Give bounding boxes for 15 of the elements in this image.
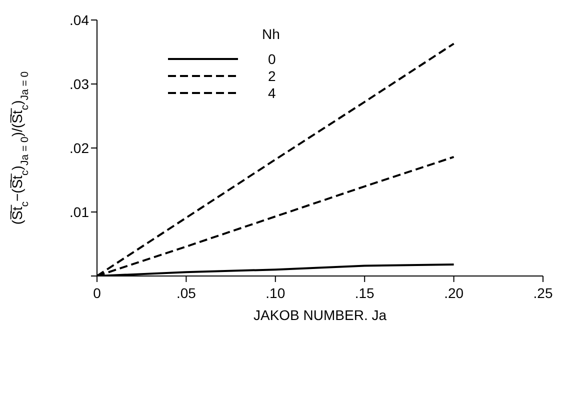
legend-label: 0 [268, 50, 276, 66]
legend-label: 2 [268, 68, 276, 84]
x-axis-title: JAKOB NUMBER. Ja [253, 307, 387, 323]
y-tick-label: .04 [70, 12, 90, 28]
legend-title: Nh [262, 26, 280, 42]
y-tick-label: .01 [70, 204, 90, 220]
x-tick-label: .10 [266, 285, 286, 301]
x-tick-label: .15 [354, 285, 375, 301]
x-tick-label: 0 [93, 285, 102, 301]
y-tick-label: .03 [70, 76, 90, 92]
x-tick-label: .05 [176, 285, 196, 301]
legend-label: 4 [268, 84, 276, 100]
x-tick-label: .25 [533, 285, 553, 301]
x-tick-label: .20 [444, 285, 464, 301]
y-tick-label: .02 [70, 140, 90, 156]
